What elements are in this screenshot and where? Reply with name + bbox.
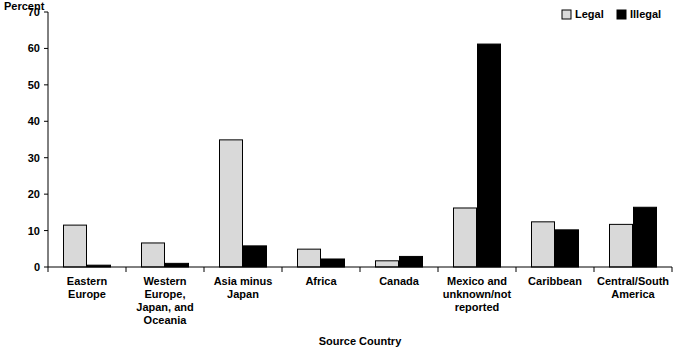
x-tick-label-line: reported bbox=[455, 301, 500, 313]
y-tick-label: 60 bbox=[28, 42, 40, 54]
bar bbox=[400, 256, 423, 267]
y-tick bbox=[44, 48, 48, 49]
x-tick bbox=[204, 267, 205, 272]
x-tick-label: Africa bbox=[305, 275, 337, 287]
x-tick-label-line: Asia minus bbox=[214, 275, 273, 287]
x-axis-label: Source Country bbox=[319, 335, 402, 347]
y-tick bbox=[44, 157, 48, 158]
legend-swatch bbox=[617, 10, 626, 19]
bar bbox=[532, 222, 555, 267]
bar bbox=[64, 225, 87, 267]
x-tick-label-line: Oceania bbox=[144, 314, 188, 326]
x-tick-label-line: Japan, and bbox=[136, 301, 193, 313]
x-tick-label-line: Central/South bbox=[597, 275, 669, 287]
x-tick-label-line: Africa bbox=[305, 275, 337, 287]
y-tick-label: 30 bbox=[28, 152, 40, 164]
x-tick-label: Central/SouthAmerica bbox=[597, 275, 669, 300]
legend-swatch bbox=[562, 10, 571, 19]
x-tick-label-line: Western bbox=[143, 275, 186, 287]
y-tick-label: 0 bbox=[34, 261, 40, 273]
x-tick bbox=[672, 267, 673, 272]
bar bbox=[322, 259, 345, 267]
bar bbox=[376, 261, 399, 267]
y-axis bbox=[48, 12, 49, 267]
x-tick-label: Asia minusJapan bbox=[214, 275, 273, 300]
bar bbox=[556, 230, 579, 267]
x-tick-label: EasternEurope bbox=[67, 275, 108, 300]
y-tick bbox=[44, 12, 48, 13]
x-tick-label-line: America bbox=[611, 288, 655, 300]
bar bbox=[478, 44, 501, 267]
x-tick bbox=[360, 267, 361, 272]
x-tick-label-line: Canada bbox=[379, 275, 420, 287]
y-tick bbox=[44, 267, 48, 268]
y-tick bbox=[44, 121, 48, 122]
y-tick-label: 20 bbox=[28, 188, 40, 200]
x-tick bbox=[282, 267, 283, 272]
x-tick-label-line: Europe bbox=[68, 288, 106, 300]
x-tick-label: WesternEurope,Japan, andOceania bbox=[136, 275, 193, 326]
x-tick-label-line: Caribbean bbox=[528, 275, 582, 287]
bar bbox=[634, 207, 657, 267]
x-tick bbox=[48, 267, 49, 272]
x-tick-label-line: Europe, bbox=[145, 288, 186, 300]
x-tick-label-line: unknown/not bbox=[443, 288, 512, 300]
x-tick bbox=[516, 267, 517, 272]
bar bbox=[166, 263, 189, 267]
bar bbox=[454, 208, 477, 267]
legend: Legal Illegal bbox=[562, 8, 661, 20]
x-tick-label: Mexico andunknown/notreported bbox=[443, 275, 512, 313]
bar bbox=[244, 246, 267, 267]
legend-label: Legal bbox=[575, 8, 604, 20]
x-tick-label-line: Eastern bbox=[67, 275, 108, 287]
y-tick-label: 70 bbox=[28, 6, 40, 18]
x-tick bbox=[438, 267, 439, 272]
bar bbox=[220, 140, 243, 267]
bar bbox=[142, 243, 165, 267]
x-tick-label-line: Mexico and bbox=[447, 275, 507, 287]
y-tick-label: 50 bbox=[28, 79, 40, 91]
bar bbox=[610, 224, 633, 267]
x-tick-label: Caribbean bbox=[528, 275, 582, 287]
y-tick-label: 10 bbox=[28, 225, 40, 237]
x-tick bbox=[594, 267, 595, 272]
y-tick bbox=[44, 194, 48, 195]
bar bbox=[298, 249, 321, 267]
x-tick-label: Canada bbox=[379, 275, 420, 287]
x-tick bbox=[126, 267, 127, 272]
y-tick bbox=[44, 230, 48, 231]
y-tick bbox=[44, 84, 48, 85]
legend-label: Illegal bbox=[630, 8, 661, 20]
y-tick-label: 40 bbox=[28, 115, 40, 127]
chart: Percent010203040506070EasternEuropeWeste… bbox=[0, 0, 700, 349]
x-tick-label-line: Japan bbox=[227, 288, 259, 300]
